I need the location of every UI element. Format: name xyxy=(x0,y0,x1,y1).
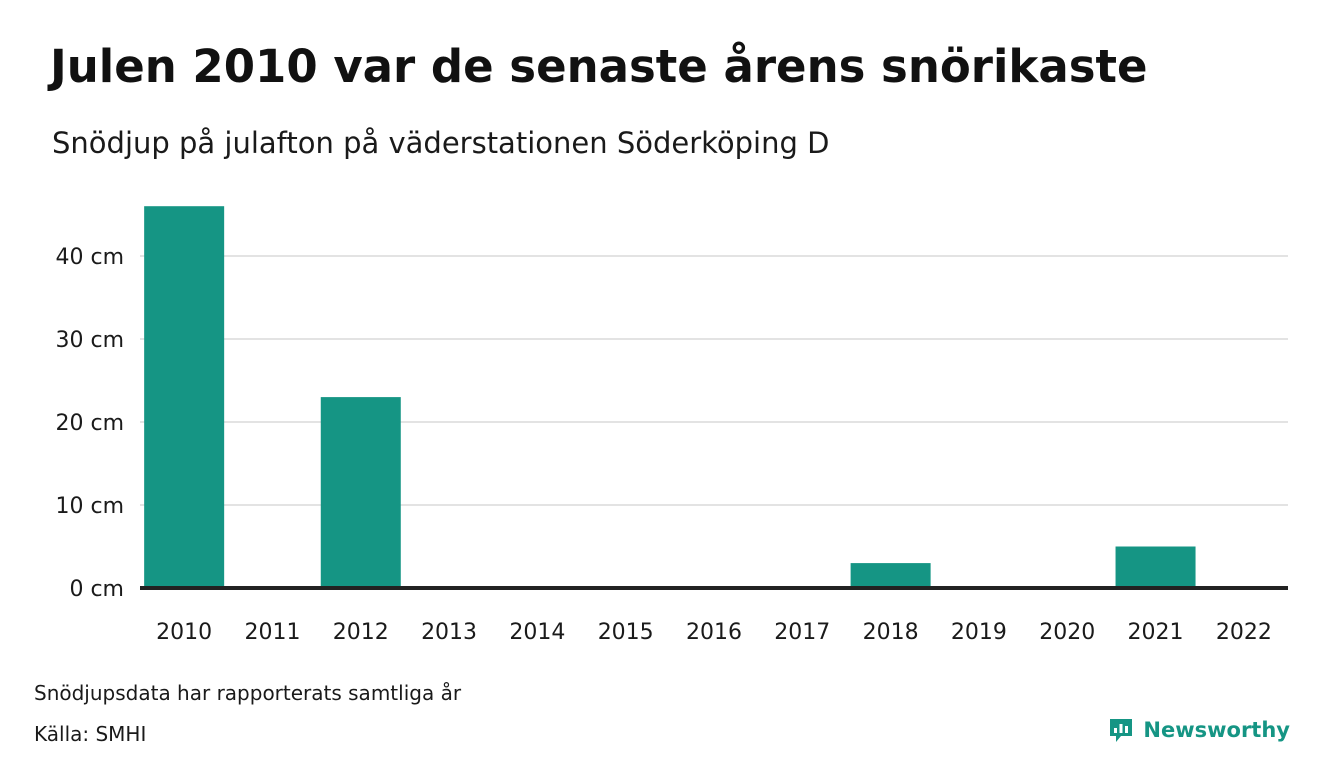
y-tick-label: 20 cm xyxy=(55,411,124,436)
x-tick-label: 2018 xyxy=(863,620,919,645)
bars xyxy=(144,206,1196,588)
bar xyxy=(144,206,225,588)
y-tick-label: 10 cm xyxy=(55,494,124,519)
x-tick-label: 2020 xyxy=(1039,620,1095,645)
bar xyxy=(1115,546,1196,588)
chart-subtitle: Snödjup på julafton på väderstationen Sö… xyxy=(52,126,830,160)
x-tick-label: 2014 xyxy=(509,620,565,645)
x-tick-label: 2013 xyxy=(421,620,477,645)
x-tick-label: 2015 xyxy=(598,620,654,645)
x-tick-label: 2012 xyxy=(333,620,389,645)
y-tick-label: 30 cm xyxy=(55,328,124,353)
x-tick-label: 2019 xyxy=(951,620,1007,645)
newsworthy-logo-icon xyxy=(1110,719,1133,742)
brand-logo: Newsworthy xyxy=(1107,716,1290,744)
bar xyxy=(850,563,931,588)
x-tick-label: 2022 xyxy=(1216,620,1272,645)
x-tick-label: 2016 xyxy=(686,620,742,645)
data-note: Snödjupsdata har rapporterats samtliga å… xyxy=(34,681,462,705)
x-tick-label: 2010 xyxy=(156,620,212,645)
source-note: Källa: SMHI xyxy=(34,722,147,746)
y-tick-labels: 0 cm 10 cm 20 cm 30 cm 40 cm xyxy=(55,245,124,602)
x-tick-label: 2011 xyxy=(244,620,300,645)
x-tick-label: 2021 xyxy=(1128,620,1184,645)
brand-name: Newsworthy xyxy=(1143,718,1290,742)
bar xyxy=(320,397,401,588)
x-tick-label: 2017 xyxy=(774,620,830,645)
chart-title: Julen 2010 var de senaste årens snörikas… xyxy=(50,40,1148,93)
x-tick-labels: 2010 2011 2012 2013 2014 2015 2016 2017 2018 2019… xyxy=(156,620,1272,645)
y-tick-label: 40 cm xyxy=(55,245,124,270)
y-tick-label: 0 cm xyxy=(69,577,124,602)
grid-lines xyxy=(140,255,1288,506)
